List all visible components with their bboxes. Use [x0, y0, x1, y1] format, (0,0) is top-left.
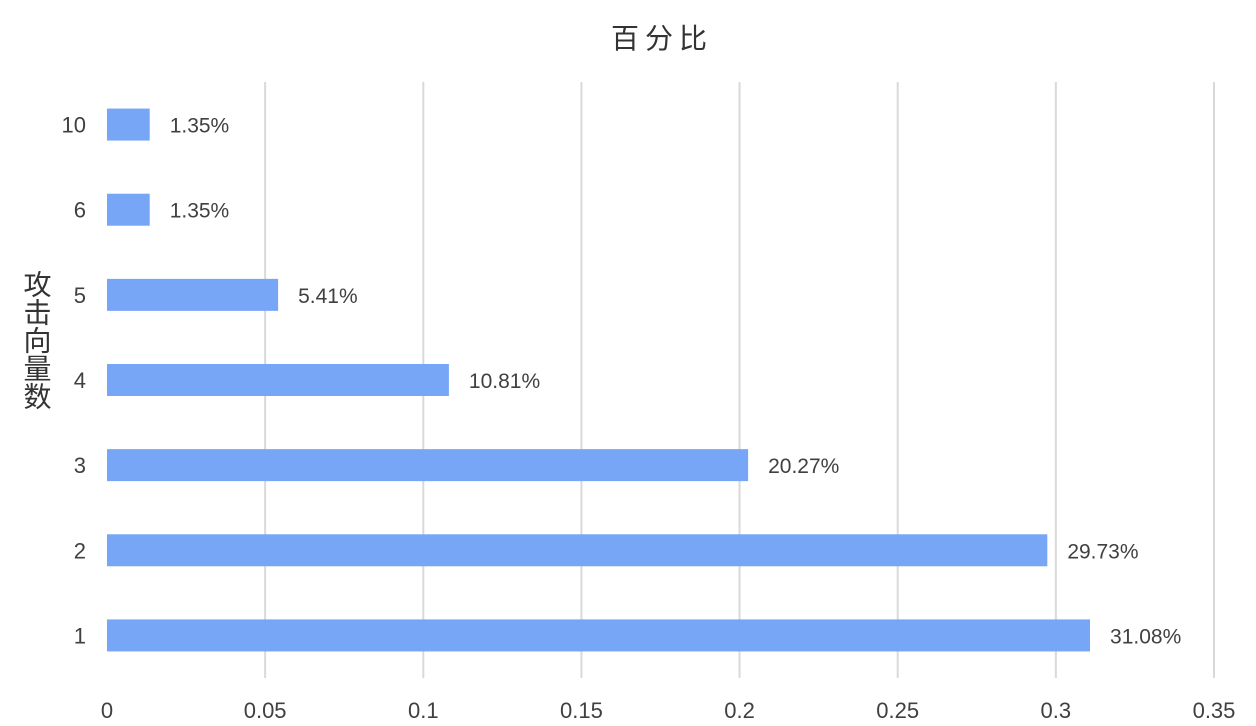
chart-title: 百分比: [611, 22, 713, 55]
x-tick-label-0: 0: [101, 698, 113, 723]
x-tick-label-4: 0.2: [724, 698, 755, 723]
bar-1: [107, 619, 1091, 652]
y-tick-label-1: 1: [74, 623, 86, 648]
data-label-4: 10.81%: [469, 370, 540, 393]
x-tick-label-7: 0.35: [1193, 698, 1236, 723]
x-tick-label-3: 0.15: [560, 698, 603, 723]
x-tick-label-6: 0.3: [1041, 698, 1072, 723]
y-axis-label: 攻击向量数: [20, 270, 53, 410]
bar-6: [107, 193, 150, 226]
bar-4: [107, 364, 449, 396]
y-tick-label-10: 10: [62, 113, 86, 138]
x-tick-label-2: 0.1: [408, 698, 439, 723]
y-tick-label-3: 3: [74, 453, 86, 478]
data-label-2: 29.73%: [1067, 540, 1138, 563]
x-tick-label-1: 0.05: [244, 698, 287, 723]
y-tick-label-4: 4: [74, 368, 86, 393]
x-tick-label-5: 0.25: [876, 698, 919, 723]
bar-10: [107, 108, 150, 141]
data-label-5: 5.41%: [298, 285, 358, 308]
bar-5: [107, 278, 279, 311]
bar-2: [107, 534, 1048, 567]
y-tick-label-6: 6: [74, 198, 86, 223]
data-label-10: 1.35%: [170, 115, 230, 138]
data-label-1: 31.08%: [1110, 625, 1181, 648]
data-label-3: 20.27%: [768, 455, 839, 478]
data-label-6: 1.35%: [170, 200, 230, 223]
y-tick-label-2: 2: [74, 538, 86, 563]
y-tick-label-5: 5: [74, 283, 86, 308]
bar-3: [107, 449, 749, 482]
